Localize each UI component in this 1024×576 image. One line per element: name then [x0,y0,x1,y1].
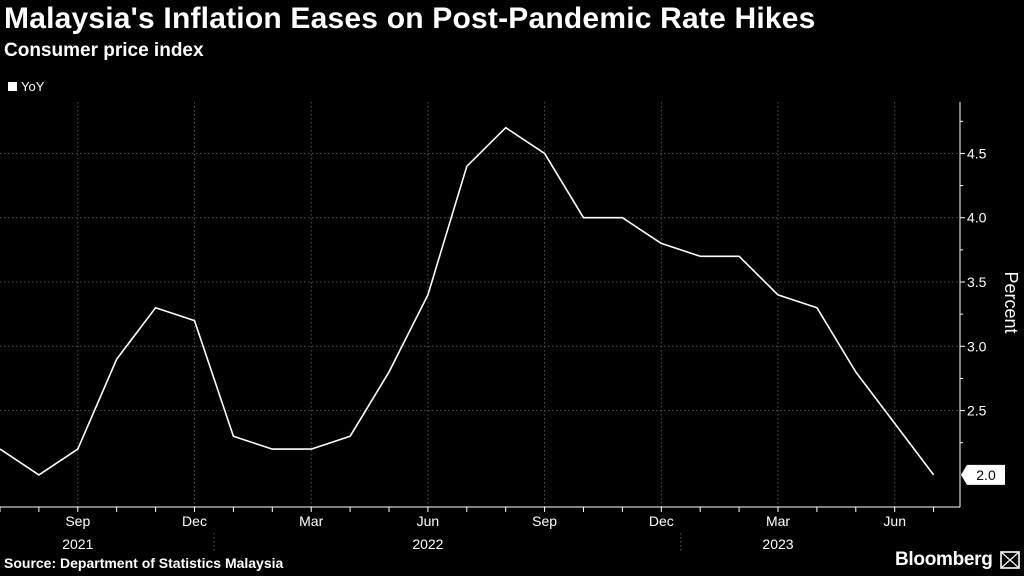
x-tick-label: Jun [417,513,440,529]
y-tick-label: 3.5 [967,274,987,290]
yoy-series-line [0,126,935,476]
x-tick-label: Dec [649,513,674,529]
y-tick-label: 4.5 [967,145,987,161]
x-year-label: 2021 [62,536,93,552]
x-tick-label: Dec [182,513,207,529]
last-value-text: 2.0 [976,467,996,483]
x-tick-label: Mar [299,513,323,529]
x-year-label: 2022 [412,536,443,552]
x-tick-label: Mar [766,513,790,529]
chart-title: Malaysia's Inflation Eases on Post-Pande… [4,2,816,35]
legend-label: YoY [21,79,45,94]
x-tick-label: Jun [883,513,906,529]
x-year-label: 2023 [762,536,793,552]
x-tick-label: Sep [532,513,557,529]
chart-subtitle: Consumer price index [4,40,204,61]
source-note: Source: Department of Statistics Malaysi… [4,555,284,571]
y-tick-label: 2.5 [967,403,987,419]
bloomberg-brand-icon [1000,551,1020,569]
last-value-box [961,464,1005,485]
legend-swatch [8,82,17,91]
y-axis-title: Percent [1001,271,1021,333]
legend: YoY [8,79,44,94]
y-tick-label: 3.0 [967,338,987,354]
y-tick-label: 4.0 [967,210,987,226]
x-tick-label: Sep [65,513,90,529]
last-value-label: 2.0 [961,464,1005,485]
bloomberg-logo: Bloomberg [895,549,993,570]
